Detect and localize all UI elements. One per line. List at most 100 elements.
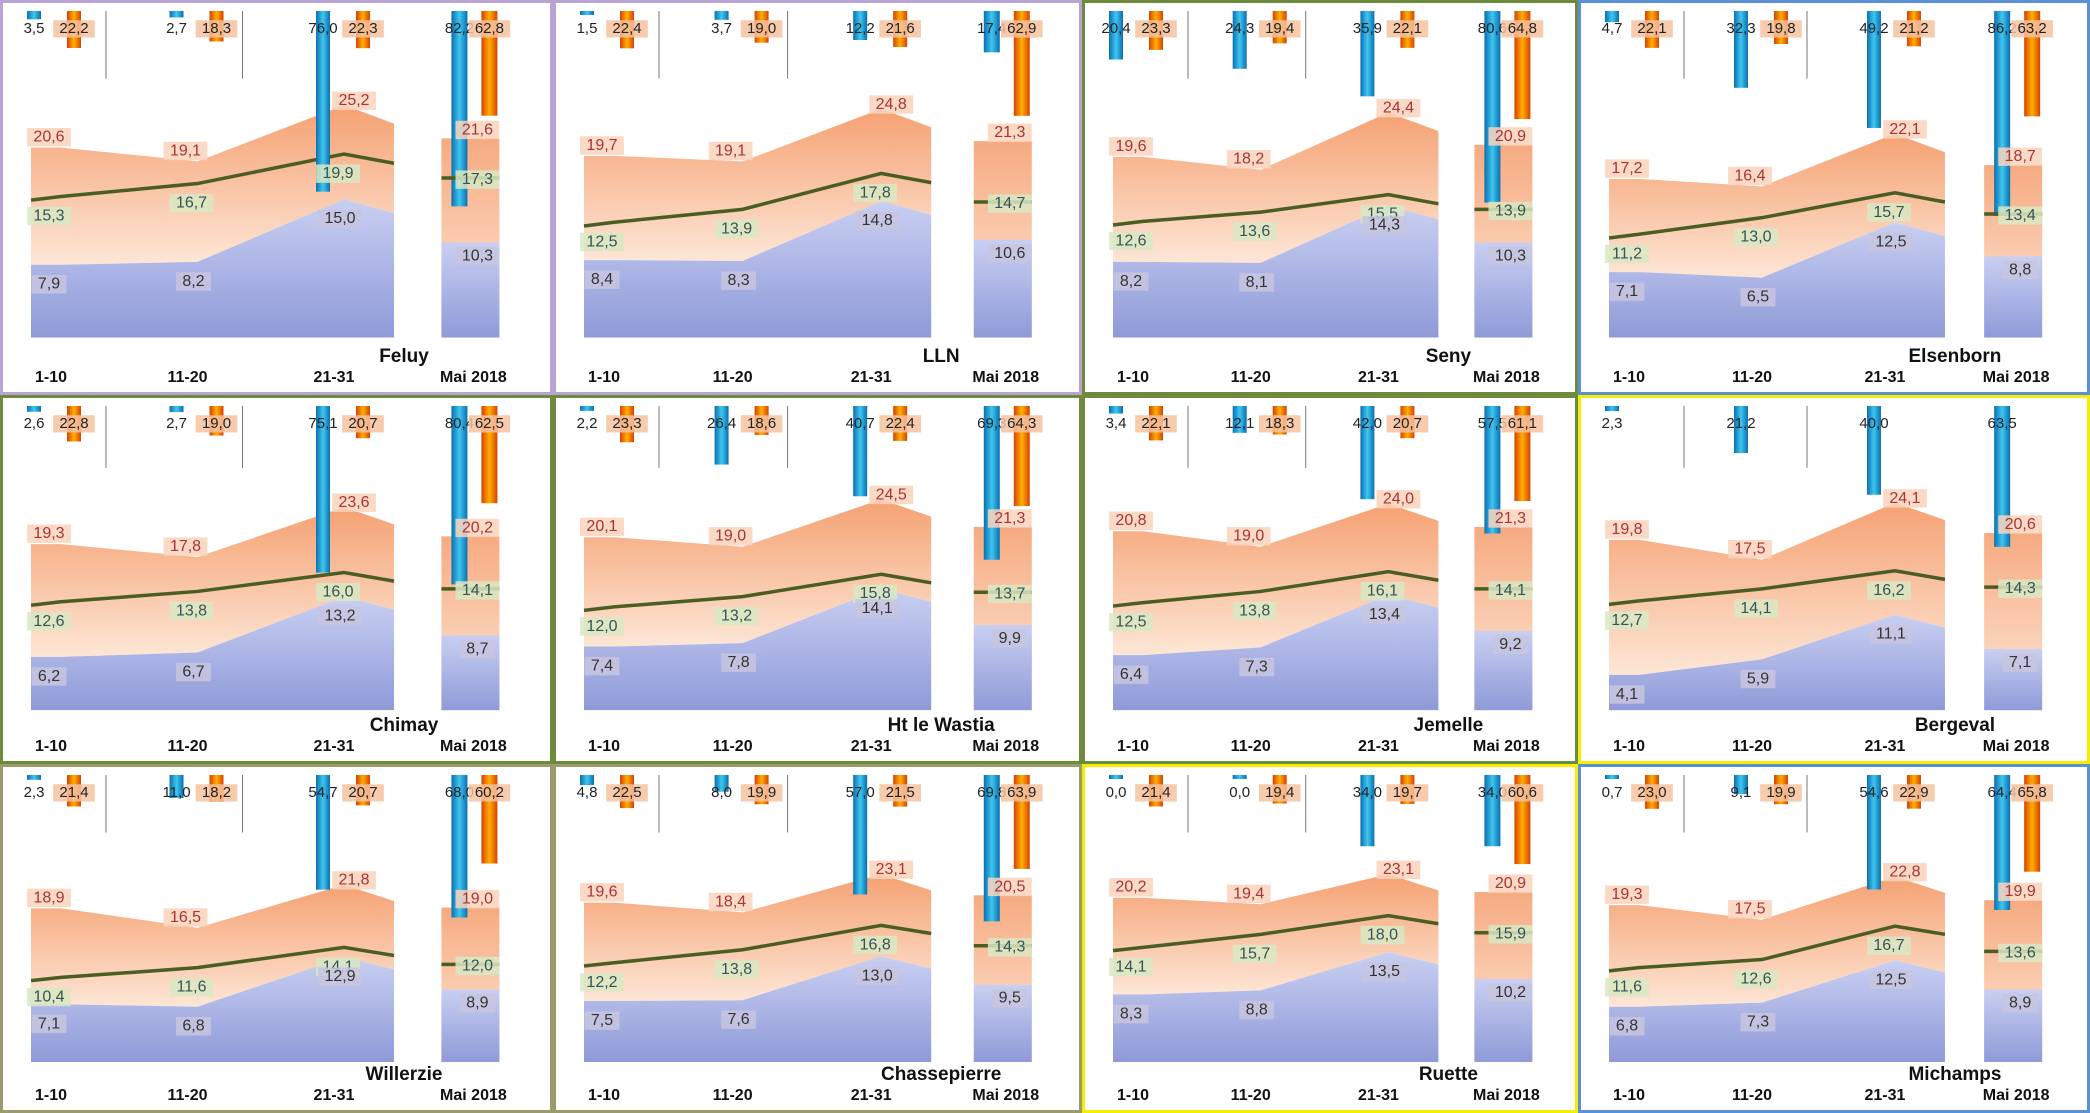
month-tmean-label: 14,7 xyxy=(994,195,1025,212)
sun-label-bg xyxy=(740,784,783,802)
category-label: 21-31 xyxy=(314,1087,355,1104)
month-tmax-label-bg xyxy=(455,889,500,909)
month-precip-bar xyxy=(1994,775,2011,910)
month-tmean-label: 13,6 xyxy=(2005,944,2036,961)
tmean-label: 13,8 xyxy=(176,602,207,619)
tmin-label-bg xyxy=(721,271,757,290)
tmax-label-bg xyxy=(708,892,753,912)
tmean-label: 13,0 xyxy=(1740,229,1771,246)
sun-label-bg xyxy=(1135,784,1177,802)
tmean-label: 17,8 xyxy=(860,184,891,201)
tmin-label: 5,9 xyxy=(1747,670,1769,687)
category-label: 11-20 xyxy=(713,738,753,755)
tmean-label: 11,6 xyxy=(177,979,207,996)
tmin-label-bg xyxy=(1239,273,1275,292)
precip-label: 42,0 xyxy=(1353,415,1382,432)
sun-label: 22,8 xyxy=(59,415,88,432)
tmin-label: 13,4 xyxy=(1369,606,1400,623)
precip-label: 40,7 xyxy=(846,415,875,432)
precip-label: 24,3 xyxy=(1225,20,1254,37)
precip-label: 1,5 xyxy=(577,20,598,37)
precip-bar xyxy=(853,406,868,497)
tmean-label: 12,5 xyxy=(1115,614,1146,631)
station-name: Ruette xyxy=(1419,1064,1478,1085)
tmean-label: 16,2 xyxy=(1873,582,1904,599)
tmean-label-bg xyxy=(1734,228,1778,247)
station-panel-lln: 1,5 22,4 3,7 19,0 12,2 21,6 17,4 62,9 21,3 14,7 10… xyxy=(553,0,1082,395)
tmin-label: 14,3 xyxy=(1369,217,1400,234)
tmean-label-bg xyxy=(1734,599,1778,618)
tmean-label-bg xyxy=(1867,581,1911,600)
month-tmin-label-bg xyxy=(455,246,500,266)
station-name: Seny xyxy=(1426,346,1472,367)
station-name: Michamps xyxy=(1908,1064,2001,1085)
month-label: Mai 2018 xyxy=(440,369,507,386)
tmax-label-bg xyxy=(1376,490,1421,509)
station-name: Ht le Wastia xyxy=(888,715,995,736)
tmin-band xyxy=(584,201,932,338)
tmin-label-bg xyxy=(1869,970,1913,990)
tmean-label-bg xyxy=(714,607,759,626)
tmean-label: 16,0 xyxy=(322,584,353,601)
tmax-label: 19,3 xyxy=(1611,886,1642,903)
precip-bar xyxy=(580,775,594,786)
tmax-label: 20,1 xyxy=(586,518,617,535)
month-tmean-label-bg xyxy=(455,170,500,189)
tmin-label-bg xyxy=(1362,605,1407,624)
tmax-label: 19,7 xyxy=(586,137,617,154)
tmax-label-bg xyxy=(1226,884,1271,904)
category-label: 21-31 xyxy=(851,369,892,386)
tmin-label: 12,5 xyxy=(1875,233,1906,250)
tmean-label: 11,6 xyxy=(1612,979,1642,996)
station-chart-svg: 2,6 22,8 2,7 19,0 75,1 20,7 80,4 62,5 20,2 14,1 8,… xyxy=(24,406,511,755)
sun-label: 22,5 xyxy=(612,784,641,801)
month-tmean-label-bg xyxy=(1998,943,2043,963)
tmean-line xyxy=(1112,913,1439,953)
tmin-label-bg xyxy=(1740,669,1776,689)
tmax-label-bg xyxy=(1728,900,1772,919)
tmean-label: 13,6 xyxy=(1239,223,1270,240)
tmin-label: 13,2 xyxy=(324,608,355,625)
sun-label-bg xyxy=(53,415,95,433)
category-label: 11-20 xyxy=(167,738,207,755)
sun-label: 21,4 xyxy=(1141,784,1170,801)
sun-label-bg xyxy=(879,415,921,433)
precip-label: 35,9 xyxy=(1353,20,1382,37)
month-label: Mai 2018 xyxy=(972,738,1039,755)
category-label: 1-10 xyxy=(35,738,67,755)
month-tmean-label: 13,7 xyxy=(994,585,1025,602)
precip-label: 2,7 xyxy=(166,415,187,432)
tmax-label: 19,1 xyxy=(715,142,746,159)
tmean-label-bg xyxy=(1734,969,1778,989)
tmax-label: 24,5 xyxy=(876,486,907,503)
station-panel-ht-le-wastia: 2,2 23,3 26,4 18,6 40,7 22,4 69,3 64,3 21,3 13,7 9… xyxy=(553,395,1082,764)
tmean-label-bg xyxy=(1109,231,1153,251)
tmean-label: 15,7 xyxy=(1873,204,1904,221)
precip-bar xyxy=(714,775,729,792)
sun-label: 22,1 xyxy=(1141,415,1170,432)
month-tmax-label: 21,3 xyxy=(994,510,1025,527)
month-tmean-label: 13,4 xyxy=(2005,207,2036,224)
month-tmax-label-bg xyxy=(1998,515,2043,534)
tmin-label-bg xyxy=(318,967,362,986)
tmin-band xyxy=(1609,960,1945,1062)
tmax-label-bg xyxy=(332,871,376,890)
month-tmin-label-bg xyxy=(459,639,495,659)
tmean-label: 19,9 xyxy=(322,165,353,182)
tmean-label-bg xyxy=(169,978,214,997)
sun-label: 21,4 xyxy=(59,784,88,801)
tmax-label-bg xyxy=(708,141,753,161)
tmax-label-bg xyxy=(580,136,624,155)
tmin-label-bg xyxy=(1609,282,1645,301)
tmax-label-bg xyxy=(27,524,71,543)
tmin-band xyxy=(1609,614,1945,711)
tmin-label: 7,1 xyxy=(1616,283,1638,300)
sun-label: 19,0 xyxy=(202,415,231,432)
month-tmax-label: 19,9 xyxy=(2005,883,2036,900)
month-tmax-label-bg xyxy=(1488,509,1533,528)
sun-label: 19,8 xyxy=(1766,20,1795,37)
station-panel-michamps: 0,7 23,0 9,1 19,9 54,6 22,9 64,4 65,8 19,9 13,6 8,… xyxy=(1578,764,2090,1113)
station-name: Chimay xyxy=(370,715,439,736)
precip-bar xyxy=(853,11,868,41)
tmin-band xyxy=(584,588,932,711)
